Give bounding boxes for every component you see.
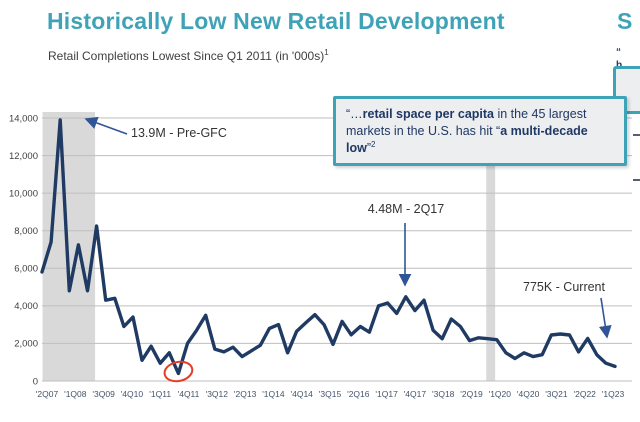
quote-callout: “…retail space per capita in the 45 larg… [333,96,627,166]
right-panel-heading-fragment: S [617,8,633,34]
x-axis-tick-label: '4Q10 [121,389,144,399]
right-quote-line1: “ [616,47,621,58]
x-axis-tick-label: '1Q14 [262,389,285,399]
chart-subtitle-text: Retail Completions Lowest Since Q1 2011 … [48,49,325,63]
x-axis-tick-label: '2Q22 [573,389,596,399]
x-axis-tick-label: '4Q14 [290,389,313,399]
right-panel-bullet-dash [633,134,640,136]
x-axis-tick-label: '2Q13 [234,389,257,399]
x-axis-tick-label: '1Q20 [489,389,512,399]
x-axis-tick-label: '3Q18 [432,389,455,399]
annotation-pre-gfc-peak: 13.9M - Pre-GFC [131,126,227,140]
x-axis-tick-label: '3Q21 [545,389,568,399]
x-axis-tick-label: '3Q09 [92,389,115,399]
y-axis-tick-label: 10,000 [9,188,38,199]
quote-mid: in the 45 largest markets in the U.S. ha… [346,107,587,138]
y-axis-tick-label: 6,000 [14,264,38,275]
y-axis-tick-label: 2,000 [14,339,38,350]
quote-bold-2: a multi-decade low [346,124,588,156]
x-axis-tick-label: '3Q15 [319,389,342,399]
x-axis-tick-label: '4Q11 [178,389,200,399]
annotation-arrow [84,116,128,135]
x-axis-tick-label: '2Q16 [347,389,370,399]
x-axis-tick-label: '1Q17 [375,389,398,399]
y-axis-tick-label: 4,000 [14,301,38,312]
x-axis-tick-label: '4Q20 [517,389,540,399]
quote-close: ” [366,141,372,156]
x-axis-tick-label: '2Q07 [36,389,59,399]
y-axis-tick-label: 14,000 [9,113,38,124]
quote-footnote-marker: 2 [371,140,376,149]
y-axis-tick-label: 0 [33,376,38,387]
recession-band [486,112,496,381]
page-title: Historically Low New Retail Development [47,8,505,34]
completions-line [40,118,617,376]
x-axis-tick-label: '2Q19 [460,389,483,399]
low-point-highlight-circle [163,360,194,383]
annotation-current-low: 775K - Current [523,280,605,294]
right-panel-quote-fragment: “ b [616,46,622,72]
x-axis-tick-label: '4Q17 [404,389,427,399]
x-axis-tick-label: '1Q11 [149,389,171,399]
x-axis-tick-label: '3Q12 [206,389,229,399]
quote-bold-1: retail space per capita [362,107,494,121]
subtitle-footnote-marker: 1 [324,48,329,57]
right-quote-line2: b [616,59,622,72]
annotation-arrow [598,297,612,339]
x-axis-tick-label: '1Q08 [64,389,87,399]
chart-subtitle: Retail Completions Lowest Since Q1 2011 … [48,48,329,63]
quote-open: “… [346,107,363,121]
right-panel-bullet-dash [633,179,640,181]
y-axis-tick-label: 12,000 [9,151,38,162]
annotation-2q17-peak: 4.48M - 2Q17 [367,202,445,216]
y-axis-tick-label: 8,000 [14,226,38,237]
x-axis-tick-label: '1Q23 [602,389,625,399]
